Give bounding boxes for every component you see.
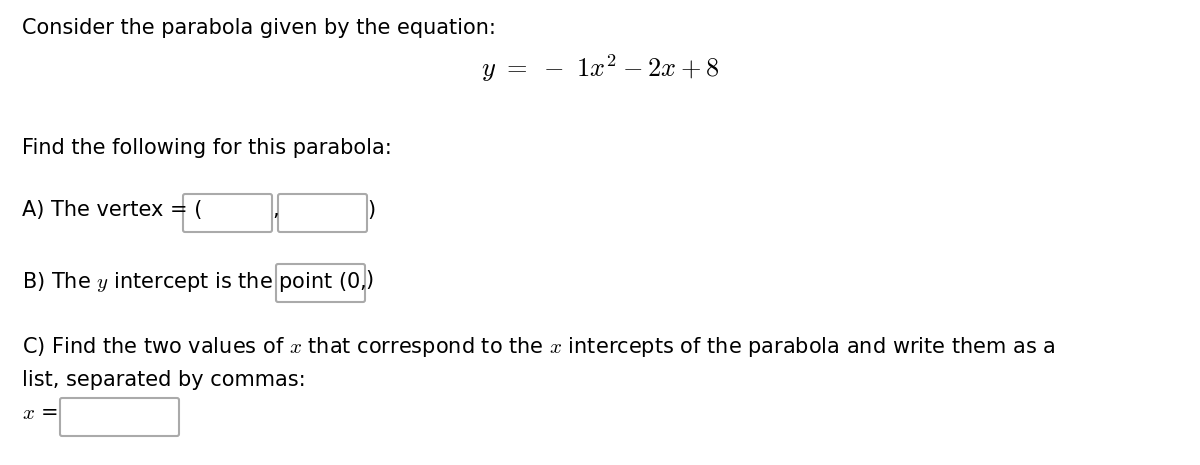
Text: A) The vertex = (: A) The vertex = ( xyxy=(22,200,203,220)
Text: C) Find the two values of $x$ that correspond to the $x$ intercepts of the parab: C) Find the two values of $x$ that corre… xyxy=(22,335,1056,359)
Text: ,: , xyxy=(272,200,278,220)
Text: B) The $y$ intercept is the point (0,: B) The $y$ intercept is the point (0, xyxy=(22,270,366,294)
Text: Consider the parabola given by the equation:: Consider the parabola given by the equat… xyxy=(22,18,496,38)
FancyBboxPatch shape xyxy=(60,398,179,436)
Text: ): ) xyxy=(365,270,373,290)
Text: list, separated by commas:: list, separated by commas: xyxy=(22,370,306,390)
Text: $y \ = \ - \ 1x^2 - 2x + 8$: $y \ = \ - \ 1x^2 - 2x + 8$ xyxy=(481,52,719,84)
FancyBboxPatch shape xyxy=(276,264,365,302)
FancyBboxPatch shape xyxy=(182,194,272,232)
Text: $x$ =: $x$ = xyxy=(22,403,58,423)
Text: ): ) xyxy=(367,200,376,220)
Text: Find the following for this parabola:: Find the following for this parabola: xyxy=(22,138,391,158)
FancyBboxPatch shape xyxy=(278,194,367,232)
